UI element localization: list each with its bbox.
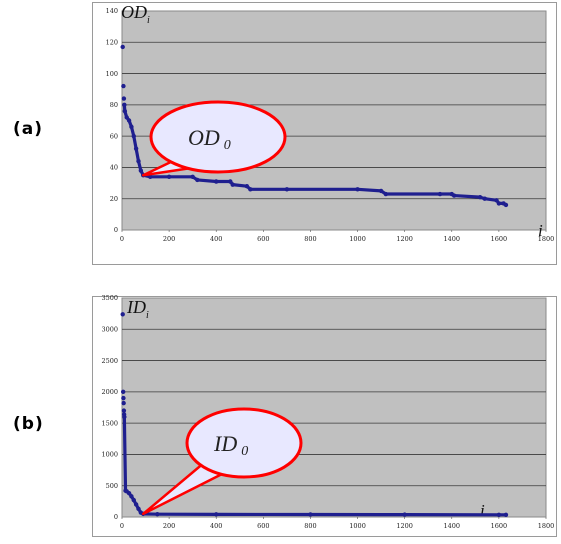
y-tick-label: 1000 [101,451,118,459]
x-tick-label: 1800 [538,522,555,530]
data-segment [502,201,508,207]
data-point [121,395,126,401]
chart-b: 0 500 1000 1500 2000 2500 3000 3500 0 200 400 600 80… [92,294,557,537]
data-segment [129,125,136,138]
y-axis-label: ODi [121,2,150,26]
data-segment [195,178,218,184]
x-tick-label: 1400 [444,522,461,530]
callout-seam [175,155,198,165]
x-tick-label: 1000 [349,522,366,530]
x-tick-label: 800 [304,235,316,243]
panel-label-a: (a) [13,119,44,139]
data-point [121,408,127,413]
y-tick-label: 3500 [101,294,118,302]
plot-area [121,10,547,231]
y-axis-label-main: OD [121,2,147,22]
x-tick-label: 1800 [538,235,555,243]
x-tick-label: 800 [304,522,316,530]
callout-bubble [185,407,303,479]
y-tick-label: 100 [106,70,118,78]
x-tick-label: 0 [120,522,124,530]
callout-label: OD 0 [188,125,231,153]
data-segment [231,183,249,188]
x-axis-label: i [480,501,485,520]
callout-label: ID 0 [213,431,248,459]
x-axis-label: i [538,221,543,240]
x-tick-label: 400 [210,522,222,530]
data-point [120,312,125,317]
data-point [120,44,125,50]
data-segment [483,197,499,202]
y-tick-label: 0 [114,226,118,234]
y-tick-label: 80 [110,101,118,109]
x-tick-label: 1200 [396,235,413,243]
data-segment [132,134,138,151]
data-point [121,83,126,89]
x-tick-label: 1600 [491,235,508,243]
x-tick-label: 1600 [491,522,508,530]
y-tick-label: 2500 [101,357,118,365]
x-tick-label: 600 [257,522,269,530]
x-tick-label: 600 [257,235,269,243]
data-segment [452,193,482,199]
callout-label-sub: 0 [224,138,231,153]
callout-label-sub: 0 [241,444,248,459]
data-segment [122,415,128,493]
y-tick-label: 0 [114,513,118,521]
y-tick-label: 140 [106,7,118,15]
data-segment [136,159,143,173]
y-axis-label-main: ID [126,297,146,317]
x-tick-label: 400 [210,235,222,243]
y-tick-label: 3000 [101,325,118,333]
x-tick-label: 1200 [396,522,413,530]
callout-label-main: ID [213,431,237,456]
data-segment [355,187,383,193]
x-tick-label: 0 [120,235,124,243]
data-point [121,400,126,406]
y-tick-label: 500 [106,482,118,490]
callout-bubble [149,100,287,174]
y-tick-label: 60 [110,132,118,140]
data-point [121,96,127,101]
callout-seam [205,457,226,470]
x-tick-label: 1000 [349,235,366,243]
data-segment [134,147,141,163]
callout-label-main: OD [188,125,220,150]
x-tick-label: 1400 [444,235,461,243]
y-axis-label-sub: i [146,310,149,321]
panel-label-b: (b) [13,414,44,434]
y-axis-label-sub: i [147,15,150,26]
y-axis-label: IDi [126,297,149,321]
x-tick-label: 200 [163,235,175,243]
y-tick-label: 2000 [101,388,118,396]
x-tick-label: 200 [163,522,175,530]
y-tick-label: 40 [110,164,118,172]
y-tick-label: 120 [106,38,118,46]
y-tick-label: 20 [110,195,118,203]
y-tick-label: 1500 [101,419,118,427]
data-point [120,389,126,395]
